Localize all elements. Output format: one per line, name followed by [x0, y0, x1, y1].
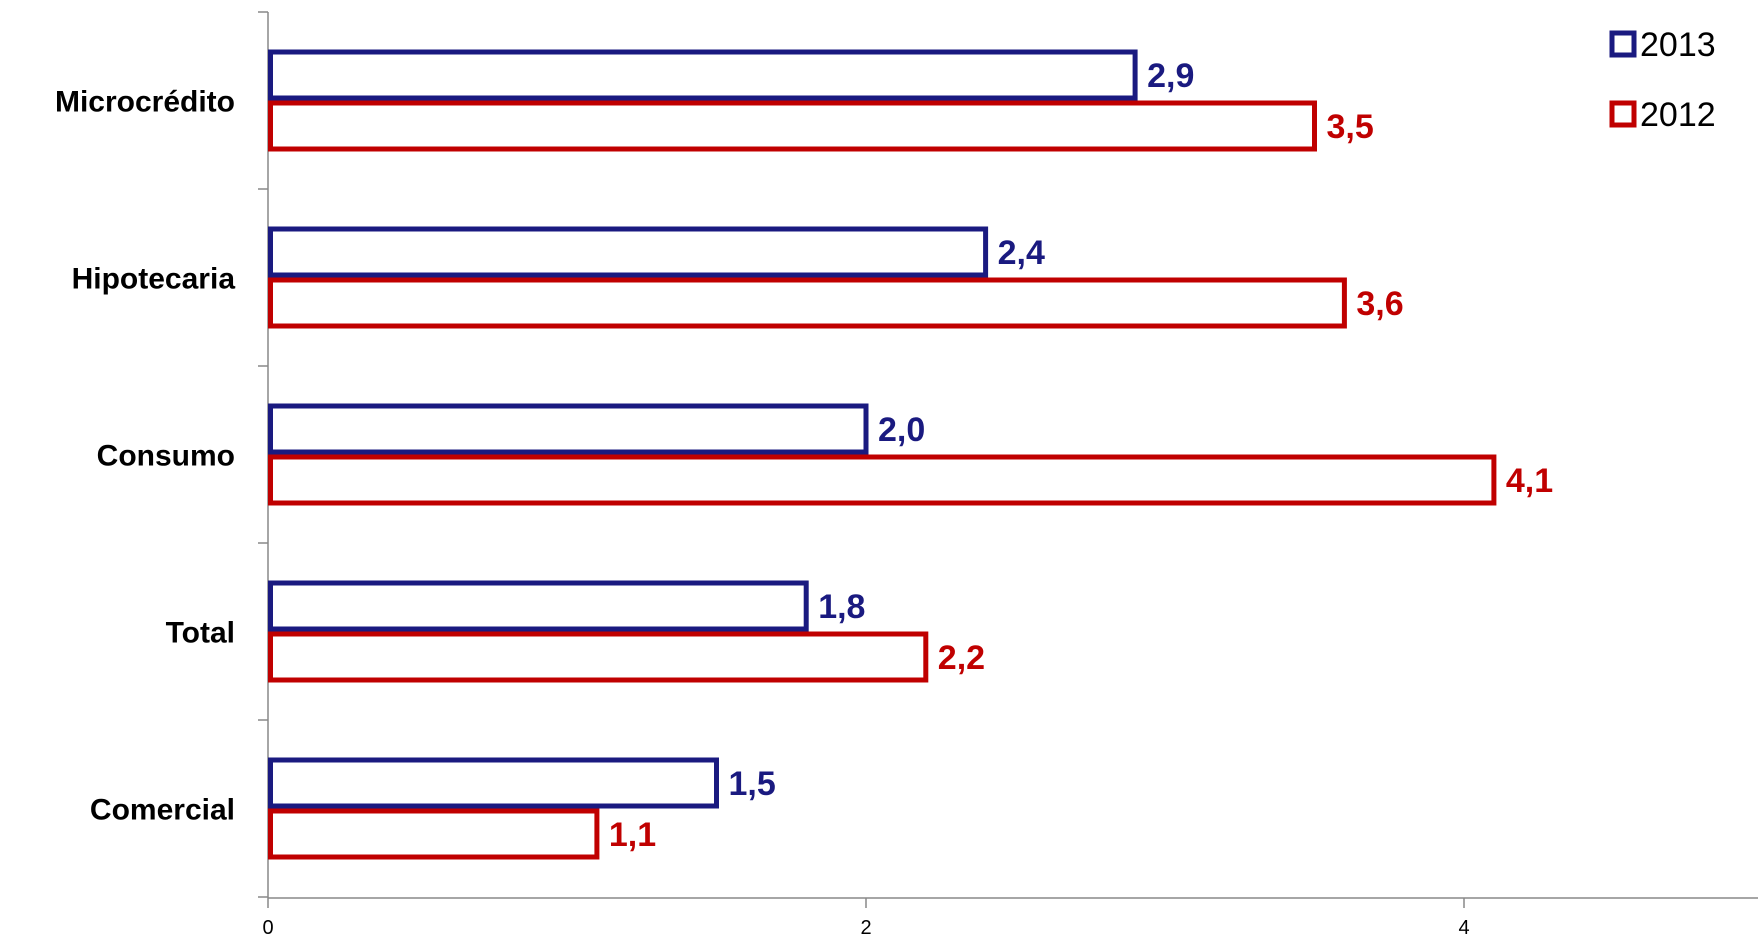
category-label: Microcrédito — [55, 86, 235, 119]
data-label: 3,5 — [1327, 108, 1374, 146]
bar-2013 — [268, 580, 809, 632]
legend-label-2012: 2012 — [1640, 96, 1716, 134]
legend-label-2013: 2013 — [1640, 26, 1716, 64]
data-label: 1,5 — [729, 765, 776, 803]
data-label: 3,6 — [1356, 285, 1403, 323]
bar-2013 — [268, 49, 1138, 101]
bar-2012 — [268, 277, 1347, 329]
category-label: Comercial — [90, 794, 235, 827]
data-label: 2,9 — [1147, 57, 1194, 95]
x-tick-label: 0 — [262, 917, 273, 939]
data-label: 1,1 — [609, 816, 656, 854]
bar-2012 — [268, 808, 600, 860]
x-tick-label: 2 — [860, 917, 871, 939]
bar-2013 — [268, 757, 719, 809]
bar-2012 — [268, 454, 1497, 506]
data-label: 4,1 — [1506, 462, 1553, 500]
bar-2013 — [268, 403, 869, 455]
legend-swatch-2012 — [1609, 100, 1637, 128]
legend: 2013 2012 — [1609, 26, 1716, 134]
category-label: Hipotecaria — [72, 263, 236, 296]
data-label: 2,2 — [938, 639, 985, 677]
bar-2012 — [268, 100, 1317, 152]
x-tick-label: 4 — [1458, 917, 1469, 939]
bar-2012 — [268, 631, 929, 683]
legend-swatch-2013 — [1609, 30, 1637, 58]
data-label: 2,4 — [998, 234, 1045, 272]
data-label: 2,0 — [878, 411, 925, 449]
bars — [268, 49, 1497, 860]
category-label: Total — [166, 617, 235, 650]
category-label: Consumo — [97, 440, 235, 473]
labels: Microcrédito 2,9 3,5 Hipotecaria 2,4 3,6 Consu… — [55, 57, 1553, 854]
bar-2013 — [268, 226, 989, 278]
data-label: 1,8 — [818, 588, 865, 626]
